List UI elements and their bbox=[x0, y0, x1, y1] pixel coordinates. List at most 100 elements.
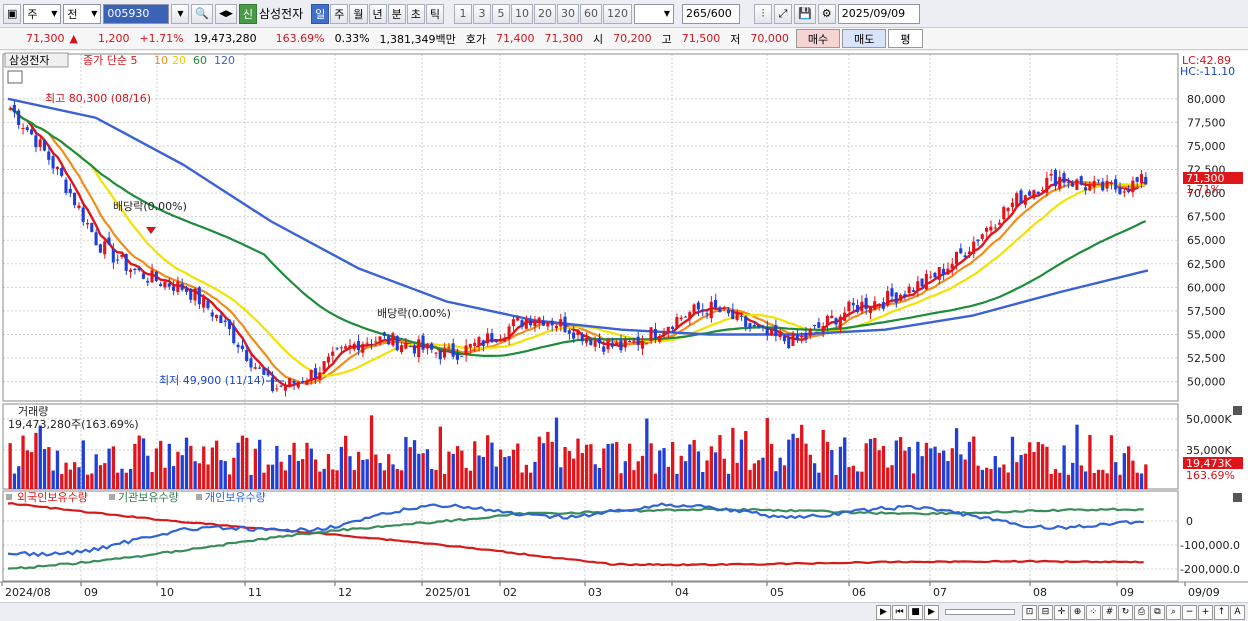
font-size-icon[interactable]: A bbox=[1230, 604, 1245, 620]
layout-icon[interactable]: ▣ bbox=[3, 3, 22, 24]
buy-button[interactable]: 매수 bbox=[795, 29, 841, 48]
interval-custom-select[interactable]: ▼ bbox=[634, 3, 674, 24]
candle-body bbox=[232, 326, 236, 344]
refresh-icon[interactable]: ↻ bbox=[1118, 604, 1133, 620]
candle-body bbox=[653, 329, 657, 339]
volume-title: 거래량 bbox=[18, 405, 48, 418]
volume-bar bbox=[193, 461, 197, 489]
chart-area[interactable]: 80,000 77,500 75,000 72,500 70,000 67,500 65,0… bbox=[0, 51, 1248, 602]
crosshair-icon[interactable]: ✛ bbox=[1054, 604, 1069, 620]
scatter-icon[interactable]: ⁘ bbox=[1086, 604, 1101, 620]
table-icon[interactable] bbox=[7, 70, 23, 84]
gear-icon[interactable]: ⚙ bbox=[817, 3, 836, 24]
code-dropdown-button[interactable]: ▼ bbox=[171, 3, 190, 24]
volume-bar bbox=[412, 440, 417, 489]
volume-bar bbox=[55, 450, 60, 489]
candle-body bbox=[1058, 176, 1062, 189]
plus-icon[interactable]: + bbox=[1198, 604, 1213, 620]
zoom-fit-icon[interactable]: ⊡ bbox=[1022, 604, 1037, 620]
zoom-out-search-icon[interactable]: ⌕ bbox=[1166, 604, 1181, 620]
tab-interval-2[interactable]: 5 bbox=[492, 3, 510, 24]
front-select[interactable]: 전 ▼ bbox=[63, 3, 102, 24]
volume-bar bbox=[107, 448, 111, 489]
volume-bar bbox=[326, 454, 331, 489]
volume-bar bbox=[769, 443, 774, 489]
candle-body bbox=[240, 345, 244, 350]
volume-bar bbox=[313, 459, 318, 489]
prev-stock-button[interactable]: ◀▶ bbox=[215, 3, 237, 24]
tab-interval-1[interactable]: 3 bbox=[473, 3, 491, 24]
candle-body bbox=[627, 341, 632, 343]
count-value: 265 bbox=[686, 7, 707, 20]
trade-volume: 19,473,280 bbox=[193, 32, 257, 45]
save-icon[interactable]: 💾 bbox=[794, 3, 816, 24]
candle-body bbox=[73, 192, 77, 206]
stock-code-input[interactable]: 005930 bbox=[103, 3, 170, 24]
sell-button[interactable]: 매도 bbox=[842, 29, 887, 48]
holdings-close-icon[interactable] bbox=[1233, 493, 1242, 502]
volume-bar bbox=[1045, 446, 1049, 489]
volume-bar bbox=[714, 452, 718, 489]
scroll-right-icon[interactable]: ▶ bbox=[876, 604, 891, 620]
volume-bar bbox=[498, 449, 503, 489]
zoom-slider[interactable] bbox=[945, 609, 1015, 615]
tab-interval-6[interactable]: 60 bbox=[580, 3, 602, 24]
volume-bar bbox=[632, 470, 636, 489]
tab-period-6[interactable]: 틱 bbox=[425, 3, 444, 24]
tab-interval-3[interactable]: 10 bbox=[511, 3, 533, 24]
candle-body bbox=[1019, 190, 1023, 204]
count-field[interactable]: 265/600 bbox=[682, 3, 740, 24]
volume-bar bbox=[658, 450, 662, 489]
candle-body bbox=[430, 343, 434, 350]
volume-bar bbox=[1096, 469, 1101, 489]
candle-body bbox=[606, 340, 610, 350]
volume-bar bbox=[752, 463, 757, 489]
candle-body bbox=[301, 381, 305, 383]
zoom-range-icon[interactable]: ⊟ bbox=[1038, 604, 1053, 620]
evaluate-button[interactable]: 평 bbox=[888, 29, 923, 48]
volume-close-icon[interactable] bbox=[1233, 406, 1242, 415]
copy-icon[interactable]: ⧉ bbox=[1150, 604, 1165, 620]
grid-icon[interactable]: # bbox=[1102, 604, 1117, 620]
zoom-in-icon[interactable]: ⊕ bbox=[1070, 604, 1085, 620]
minus-icon[interactable]: − bbox=[1182, 604, 1197, 620]
tab-period-3[interactable]: 년 bbox=[368, 3, 387, 24]
candle-body bbox=[498, 338, 503, 340]
candle-body bbox=[1144, 176, 1148, 185]
print-icon[interactable]: ⎙ bbox=[1134, 604, 1149, 620]
search-icon[interactable]: 🔍 bbox=[191, 3, 214, 24]
date-field[interactable]: 2025/09/09 bbox=[837, 3, 920, 24]
tab-period-0[interactable]: 일 bbox=[311, 3, 330, 24]
stop-icon[interactable]: ■ bbox=[908, 604, 923, 620]
candle-body bbox=[1088, 184, 1092, 191]
candle-type-icon[interactable]: ⫶ bbox=[754, 3, 772, 24]
volume-bar bbox=[580, 453, 584, 489]
tab-interval-7[interactable]: 120 bbox=[603, 3, 632, 24]
tab-period-4[interactable]: 분 bbox=[387, 3, 406, 24]
compare-icon[interactable]: ⤢ bbox=[774, 3, 792, 24]
volume-bar bbox=[111, 446, 116, 489]
candle-body bbox=[937, 267, 941, 280]
tab-period-5[interactable]: 초 bbox=[406, 3, 425, 24]
candle-body bbox=[1040, 190, 1045, 192]
tab-period-1[interactable]: 주 bbox=[330, 3, 349, 24]
up-icon[interactable]: ↑ bbox=[1214, 604, 1229, 620]
tab-interval-5[interactable]: 30 bbox=[557, 3, 579, 24]
tab-interval-0[interactable]: 1 bbox=[454, 3, 472, 24]
volume-bar bbox=[137, 435, 141, 489]
hc-label: HC:-11.10 bbox=[1180, 65, 1235, 78]
candle-body bbox=[636, 336, 640, 345]
tab-interval-4[interactable]: 20 bbox=[534, 3, 556, 24]
volume-bar bbox=[761, 457, 765, 489]
candle-body bbox=[391, 333, 395, 346]
volume-bar bbox=[649, 443, 653, 489]
tab-period-2[interactable]: 월 bbox=[349, 3, 368, 24]
candle-body bbox=[378, 336, 382, 341]
volume-bar bbox=[533, 461, 537, 489]
holdings-lines bbox=[7, 501, 1144, 570]
scroll-first-icon[interactable]: ⏮ bbox=[892, 604, 907, 620]
play-icon[interactable]: ▶ bbox=[924, 604, 939, 620]
chart-canvas[interactable]: 80,00077,50075,00072,50070,00067,50065,0… bbox=[0, 51, 1248, 602]
candle-body bbox=[1062, 173, 1066, 183]
period-select[interactable]: 주 ▼ bbox=[23, 3, 62, 24]
